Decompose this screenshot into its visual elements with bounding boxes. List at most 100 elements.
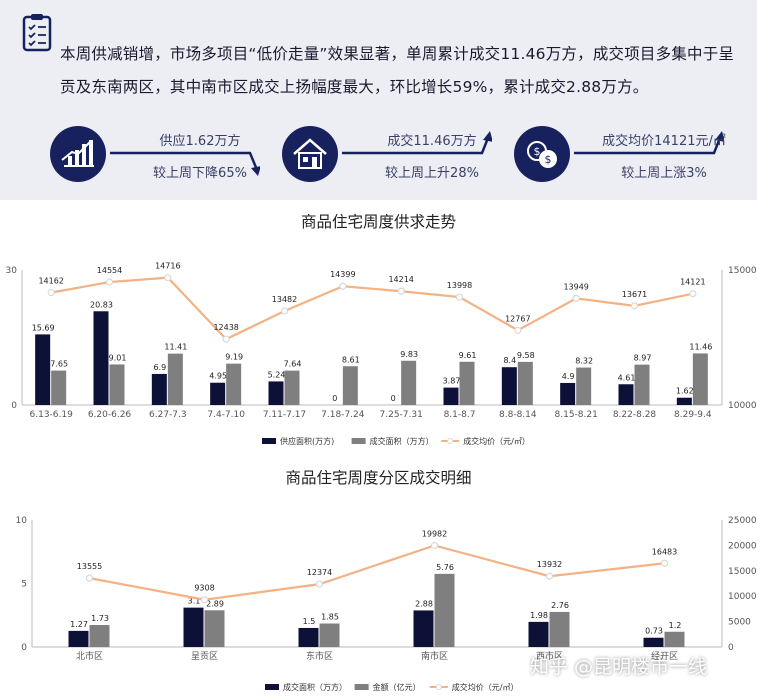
chart2-price-point — [660, 559, 669, 567]
chart1-bar-a — [35, 334, 51, 405]
chart2-y-tick-right: 5000 — [728, 618, 751, 628]
chart1-price-point — [47, 289, 55, 297]
chart1-title: 商品住宅周度供求走势 — [300, 213, 456, 231]
chart1-price-point — [514, 326, 522, 334]
chart1-legend-label: 成交均价（元/㎡） — [463, 436, 530, 446]
chart2-y-tick-right: 0 — [728, 643, 734, 653]
chart1-bar-label: 8.61 — [342, 355, 360, 364]
chart1-bar-b — [342, 366, 358, 405]
chart1-legend-swatch — [351, 438, 366, 444]
chart2-price-label: 9308 — [194, 584, 214, 593]
chart2-bar-label: 5.76 — [436, 563, 454, 572]
chart2-bar-a — [413, 610, 434, 647]
chart1-bar-label: 9.58 — [517, 351, 535, 360]
chart1-price-point — [105, 278, 114, 286]
chart2-bar-a — [643, 637, 664, 647]
chart1-x-tick-label: 6.20-6.26 — [88, 410, 132, 420]
chart1-price-point — [572, 294, 580, 302]
bar-chart-icon — [50, 126, 106, 182]
chart1-bar-label: 4.61 — [618, 373, 636, 382]
chart2-legend-swatch — [265, 684, 279, 690]
chart1-x-tick-label: 6.13-6.19 — [30, 410, 74, 420]
chart1-bar-label: 9.19 — [225, 353, 243, 362]
chart1-price-label: 13671 — [622, 290, 647, 299]
chart1-bar-label: 1.62 — [676, 387, 694, 396]
chart2-price-label: 13932 — [537, 560, 562, 569]
chart1-bar-a — [618, 384, 634, 405]
chart1-price-point — [339, 282, 347, 290]
chart1-bar-label: 4.9 — [562, 372, 575, 381]
chart2-legend-label: 金额（亿元） — [373, 682, 421, 692]
chart2-bar-label: 1.85 — [321, 613, 339, 622]
watermark: 知乎 @昆明楼市一线 — [530, 656, 708, 678]
chart2-y-tick-left: 0 — [21, 643, 27, 653]
chart1-bar-b — [401, 360, 417, 405]
chart1-price-label: 14121 — [680, 278, 705, 287]
chart1-price-label: 12767 — [505, 314, 530, 323]
chart2-bar-label: 1.98 — [530, 611, 548, 620]
chart1-bar-label: 9.83 — [400, 350, 418, 359]
chart1-price-line — [50, 276, 694, 341]
chart2-bar-label: 2.76 — [551, 601, 569, 610]
chart2-x-tick-label: 呈贡区 — [191, 651, 218, 662]
chart1-bar-label: 7.64 — [284, 360, 302, 369]
chart1-bar-b — [634, 364, 650, 405]
svg-text:$: $ — [545, 153, 552, 166]
chart1-x-tick-label: 6.27-7.3 — [149, 410, 187, 420]
chart1-x-tick-label: 8.8-8.14 — [499, 410, 537, 420]
chart2-x-tick-label: 北市区 — [76, 650, 103, 662]
chart1-bar-b — [167, 353, 183, 405]
chart1-price-point — [455, 293, 464, 301]
chart2-legend-label: 成交面积（万方） — [283, 682, 347, 692]
chart2-bar-b — [434, 573, 455, 647]
chart1-legend-label: 供应面积(万方) — [280, 436, 334, 446]
chart2-bar-a — [528, 621, 549, 647]
chart1-price-point — [630, 302, 639, 310]
district-deal-chart: 0 5 10 0 5000 10000 15000 20000 25000 北市区 1.271.73… — [16, 516, 757, 692]
chart2-bar-label: 2.89 — [206, 599, 224, 608]
chart1-price-point — [280, 307, 289, 315]
chart1-y-tick-left: 0 — [11, 401, 17, 411]
chart2-price-point — [200, 596, 209, 604]
chart2-y-tick-left: 10 — [16, 516, 28, 526]
chart1-x-tick-label: 7.25-7.31 — [380, 410, 423, 420]
chart2-price-line — [89, 544, 665, 601]
chart1-bar-a — [93, 311, 109, 405]
chart2-y-tick-right: 25000 — [728, 516, 757, 526]
chart2-title: 商品住宅周度分区成交明细 — [285, 469, 472, 487]
chart1-y-tick-right: 10000 — [728, 401, 757, 411]
chart1-price-label: 14214 — [388, 275, 413, 284]
chart1-price-label: 14162 — [38, 277, 63, 286]
chart1-bar-a — [268, 381, 284, 405]
chart2-price-label: 19982 — [422, 529, 447, 538]
chart1-price-label: 13998 — [447, 281, 472, 290]
chart1-price-label: 13949 — [563, 282, 588, 291]
chart2-legend-label: 成交均价（元/㎡） — [452, 682, 519, 692]
chart2-bar-b — [664, 631, 685, 647]
chart1-bar-b — [692, 353, 708, 405]
up-arrow-icon — [342, 131, 492, 155]
chart1-x-tick-label: 8.15-8.21 — [555, 410, 598, 420]
chart1-x-tick-label: 7.18-7.24 — [321, 410, 365, 420]
chart1-bar-label: 20.83 — [90, 300, 113, 309]
chart1-bar-label: 11.46 — [689, 342, 712, 351]
stat-deal-line2: 较上周上升28% — [385, 166, 479, 181]
chart2-y-tick-right: 20000 — [728, 541, 757, 551]
chart1-price-point — [164, 274, 172, 282]
chart1-legend-swatch — [262, 438, 276, 444]
chart2-bar-label: 3.1 — [188, 597, 201, 606]
chart1-bar-b — [576, 367, 592, 405]
chart1-legend-swatch-point — [447, 438, 454, 444]
chart1-price-label: 12438 — [213, 323, 238, 332]
chart1-bar-b — [284, 370, 300, 405]
chart1-x-tick-label: 7.4-7.10 — [207, 410, 245, 420]
down-arrow-icon — [110, 151, 260, 176]
chart1-price-label: 14716 — [155, 262, 180, 271]
chart1-price-point — [689, 290, 697, 298]
chart1-bar-label: 4.95 — [209, 372, 227, 381]
chart1-bar-label: 5.24 — [268, 370, 286, 379]
chart2-x-tick-label: 经开区 — [651, 650, 678, 662]
chart2-bar-label: 1.73 — [91, 614, 109, 623]
chart1-y-tick-right: 15000 — [728, 266, 757, 276]
chart1-bar-label: 15.69 — [32, 323, 55, 332]
